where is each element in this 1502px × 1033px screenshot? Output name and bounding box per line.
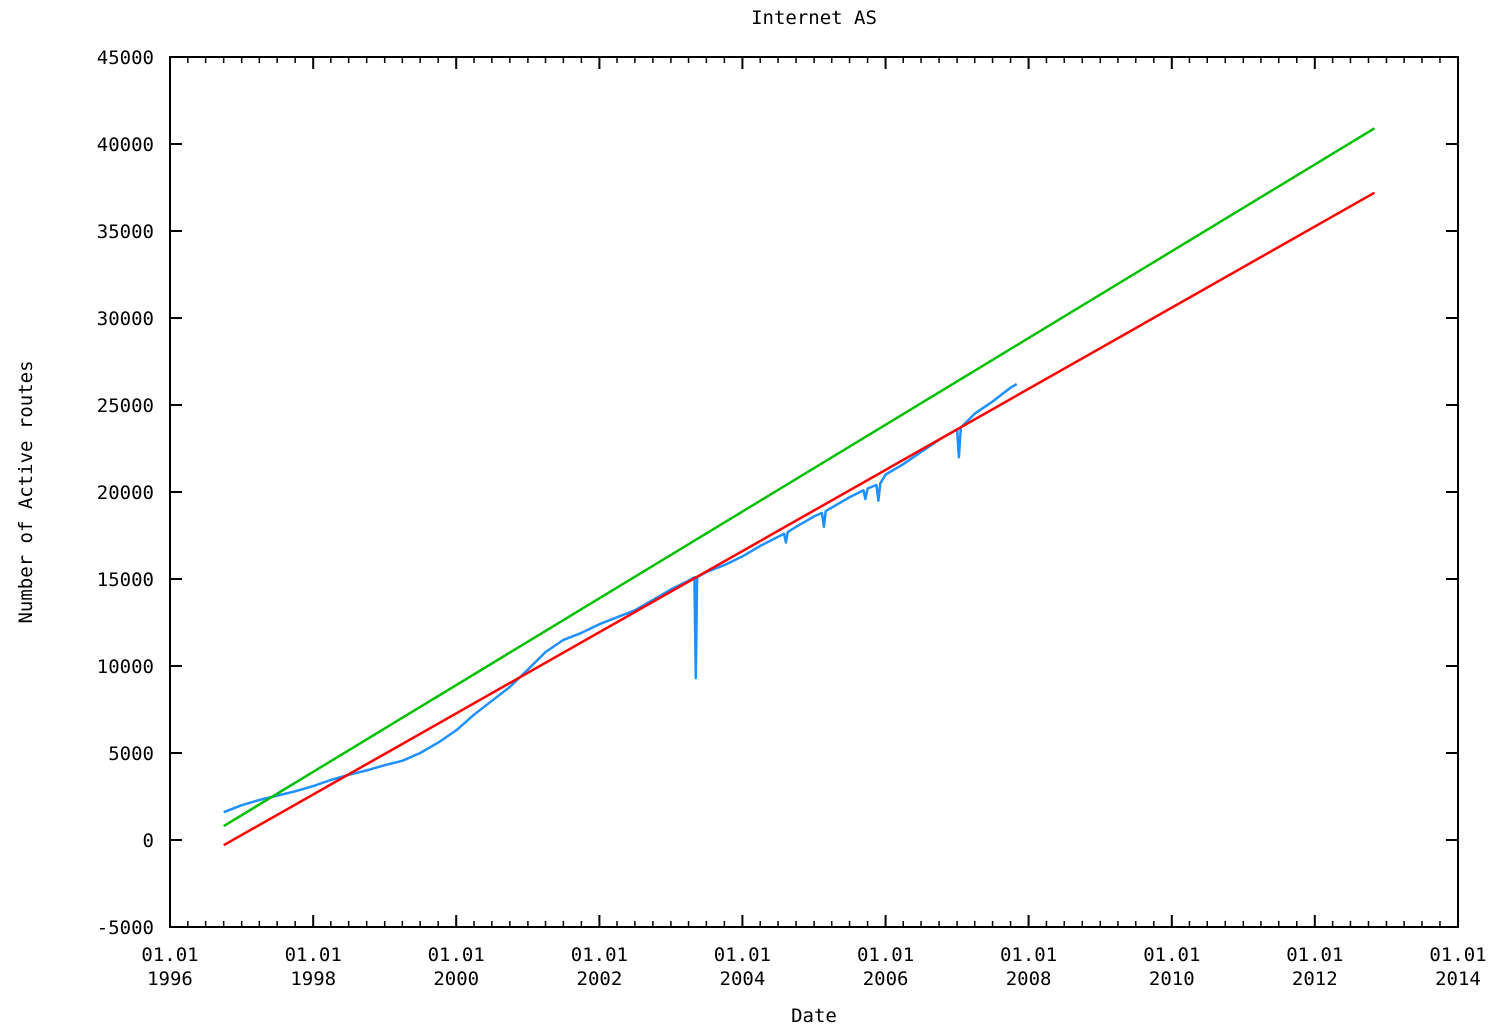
x-tick-label: 01.01 — [1000, 944, 1057, 966]
axes-layer: -5000 0 5000 10000 15000 20000 25000 30000 35000… — [97, 47, 1487, 990]
y-tick-label: 30000 — [97, 308, 154, 330]
x-tick-label: 01.01 — [1143, 944, 1200, 966]
y-tick-label: 40000 — [97, 134, 154, 156]
y-tick-label: 5000 — [108, 743, 154, 765]
x-tick-label: 1998 — [290, 968, 336, 990]
y-tick-label: 25000 — [97, 395, 154, 417]
x-tick-label: 2010 — [1149, 968, 1195, 990]
x-tick-label: 01.01 — [428, 944, 485, 966]
x-tick-label: 01.01 — [285, 944, 342, 966]
x-tick-label: 01.01 — [571, 944, 628, 966]
x-tick-label: 2006 — [863, 968, 909, 990]
x-tick-label: 01.01 — [1429, 944, 1486, 966]
x-tick-label: 2000 — [433, 968, 479, 990]
x-tick-label: 2008 — [1006, 968, 1052, 990]
observed-series-line — [223, 383, 1018, 814]
y-tick-label: 15000 — [97, 569, 154, 591]
x-tick-label: 2014 — [1435, 968, 1481, 990]
chart-title: Internet AS — [751, 7, 877, 29]
x-tick-label: 2004 — [720, 968, 766, 990]
y-tick-label: 45000 — [97, 47, 154, 69]
x-tick-label: 01.01 — [714, 944, 771, 966]
x-tick-label: 01.01 — [1286, 944, 1343, 966]
y-axis-label: Number of Active routes — [15, 360, 37, 623]
y-tick-label: 0 — [143, 830, 154, 852]
linear-fit-line — [223, 191, 1376, 847]
x-tick-label: 2002 — [577, 968, 623, 990]
x-tick-label: 01.01 — [141, 944, 198, 966]
y-tick-label: 10000 — [97, 656, 154, 678]
x-axis-label: Date — [791, 1005, 837, 1027]
x-tick-label: 1996 — [147, 968, 193, 990]
plot-frame — [169, 56, 1459, 928]
x-tick-label: 2012 — [1292, 968, 1338, 990]
y-tick-label: 20000 — [97, 482, 154, 504]
y-tick-label: 35000 — [97, 221, 154, 243]
series-layer — [223, 127, 1376, 847]
trend-fit-line — [223, 127, 1376, 828]
x-tick-label: 01.01 — [857, 944, 914, 966]
y-tick-label: -5000 — [97, 917, 154, 939]
